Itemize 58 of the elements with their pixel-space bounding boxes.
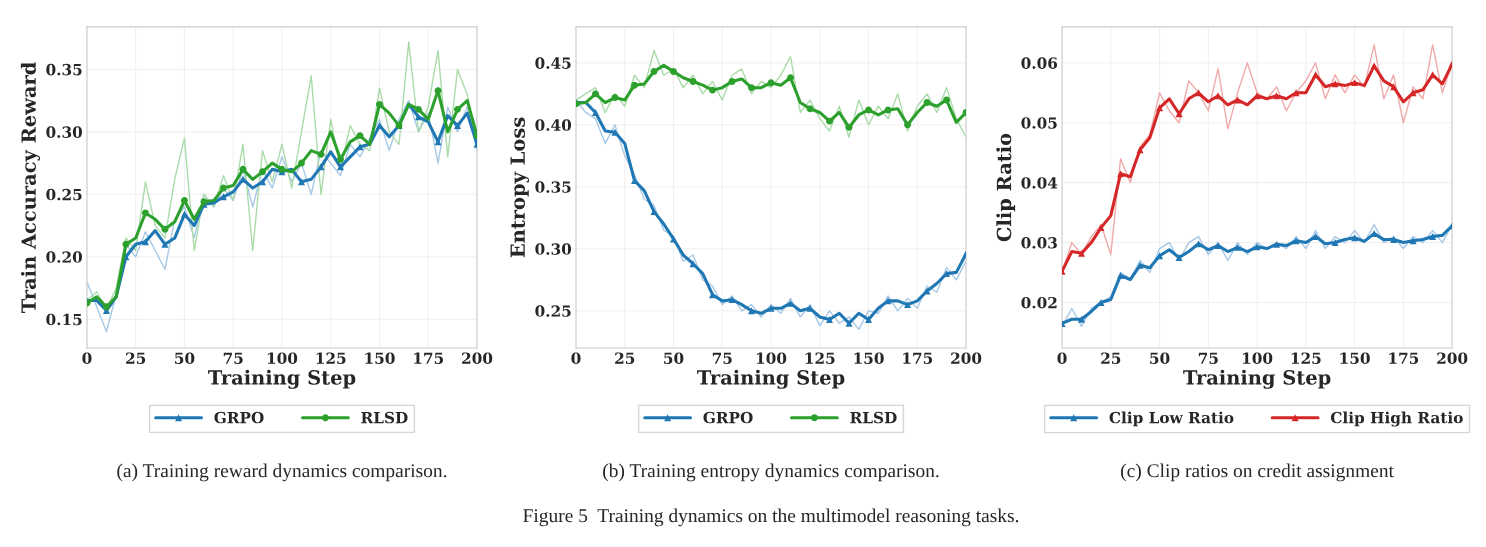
x-tick-label: 125 [1291,352,1321,364]
text: (c) Clip ratios on credit assignment [1121,463,1394,482]
y-tick-label: 0.06 [1021,57,1058,69]
x-tick-label: 25 [1101,352,1121,364]
x-tick-label: 175 [1389,352,1419,364]
x-axis-title: Training Step [208,369,356,389]
x-tick-label: 100 [756,352,787,364]
y-axis-title: Entropy Loss [510,117,530,258]
x-tick-label: 0 [1057,352,1067,364]
caption: Figure 5 Training dynamics on the multimodel reasoning tasks. [523,508,1019,527]
y-tick-label: 0.15 [46,313,82,326]
y-tick-label: 0.20 [46,251,83,263]
x-tick-label: 100 [1243,352,1273,364]
text: (b) Training entropy dynamics comparison. [603,463,939,482]
y-tick-label: 0.25 [535,305,571,317]
y-tick-label: 0.02 [1021,296,1057,309]
y-tick-label: 0.35 [535,181,571,193]
legend-label: Clip High Ratio [1330,411,1463,427]
x-tick-label: 175 [414,352,444,364]
x-tick-label: 0 [571,352,581,364]
legend-label: GRPO [703,411,753,424]
x-tick-label: 125 [316,352,346,364]
y-tick-label: 0.30 [46,126,83,138]
x-axis-title: Training Step [697,369,845,389]
x-tick-label: 100 [267,352,298,364]
x-tick-label: 75 [223,352,243,364]
y-axis-title: Train Accuracy Reward [20,62,40,314]
x-tick-label: 50 [175,352,195,364]
y-tick-label: 0.25 [46,188,82,201]
x-tick-label: 50 [1150,352,1170,364]
legend-label: RLSD [850,411,897,424]
x-tick-label: 75 [712,352,732,364]
x-tick-label: 75 [1198,352,1218,364]
x-tick-label: 25 [615,352,635,364]
x-tick-label: 175 [903,352,933,364]
text: (a) Training reward dynamics comparison. [117,463,447,482]
x-tick-label: 150 [1340,352,1370,364]
y-tick-label: 0.05 [1021,117,1057,129]
y-tick-label: 0.03 [1021,237,1057,249]
x-tick-label: 200 [462,352,493,364]
y-tick-label: 0.40 [535,119,572,131]
y-axis-title: Clip Ratio [996,133,1016,242]
y-tick-label: 0.04 [1021,177,1058,189]
y-tick-label: 0.45 [535,57,571,69]
legend-label: GRPO [214,411,264,424]
x-tick-label: 200 [951,352,982,364]
y-tick-label: 0.35 [46,63,82,76]
x-tick-label: 150 [854,352,884,364]
y-tick-label: 0.30 [535,243,572,255]
x-tick-label: 0 [82,352,92,364]
x-axis-title: Training Step [1183,369,1331,389]
x-tick-label: 125 [805,352,835,364]
legend-label: RLSD [361,411,408,424]
legend-label: Clip Low Ratio [1109,411,1234,427]
x-tick-label: 50 [664,352,684,364]
x-tick-label: 200 [1437,352,1468,364]
x-tick-label: 150 [365,352,395,364]
x-tick-label: 25 [126,352,146,364]
